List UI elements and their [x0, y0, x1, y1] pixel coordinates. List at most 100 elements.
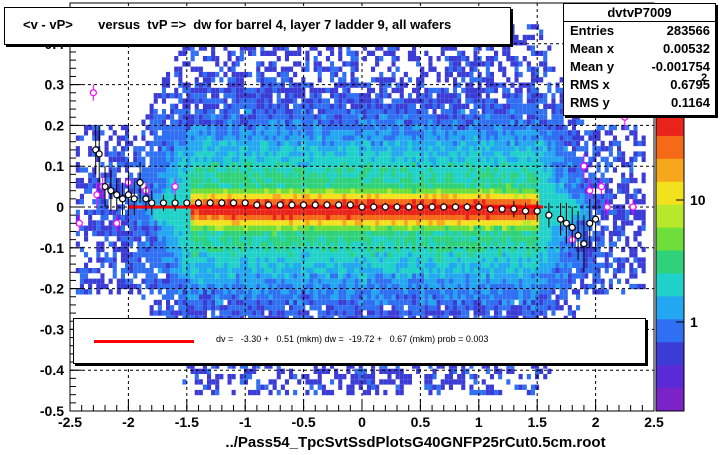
heatmap-cell [272, 124, 277, 131]
heatmap-cell [215, 172, 220, 178]
heatmap-cell [428, 93, 433, 99]
heatmap-cell [477, 252, 482, 258]
heatmap-cell [424, 146, 429, 152]
heatmap-cell [96, 289, 101, 295]
heatmap-cell [194, 167, 199, 173]
heatmap-cell [342, 193, 347, 200]
heatmap-cell [424, 379, 429, 385]
heatmap-cell [489, 257, 494, 263]
heatmap-cell [387, 66, 392, 72]
heatmap-cell [407, 130, 412, 136]
heatmap-cell [239, 278, 244, 284]
heatmap-cell [313, 172, 318, 178]
heatmap-cell [379, 363, 384, 369]
heatmap-cell [239, 77, 244, 83]
heatmap-cell [289, 93, 294, 99]
heatmap-cell [166, 305, 171, 311]
heatmap-cell [256, 220, 261, 226]
heatmap-cell [289, 98, 294, 104]
heatmap-cell [231, 230, 236, 237]
heatmap-cell [313, 45, 318, 51]
heatmap-cell [371, 379, 376, 385]
heatmap-cell [92, 199, 97, 205]
heatmap-cell [239, 283, 244, 290]
heatmap-cell [227, 109, 232, 115]
heatmap-cell [112, 215, 117, 221]
heatmap-cell [309, 103, 314, 109]
heatmap-cell [412, 103, 417, 109]
heatmap-cell [260, 151, 265, 157]
heatmap-cell [161, 246, 166, 253]
heatmap-cell [166, 162, 171, 168]
heatmap-cell [252, 257, 257, 263]
heatmap-cell [375, 273, 380, 279]
heatmap-cell [387, 268, 392, 274]
heatmap-cell [190, 209, 195, 215]
heatmap-cell [272, 310, 277, 316]
heatmap-cell [133, 283, 138, 290]
heatmap-cell [424, 225, 429, 231]
heatmap-cell [432, 368, 437, 374]
heatmap-cell [342, 140, 347, 147]
heatmap-cell [170, 140, 175, 147]
heatmap-cell [227, 140, 232, 147]
heatmap-cell [334, 146, 339, 152]
heatmap-cell [481, 268, 486, 274]
heatmap-cell [252, 162, 257, 168]
heatmap-cell [399, 230, 404, 237]
heatmap-cell [202, 384, 207, 390]
heatmap-cell [465, 215, 470, 221]
heatmap-cell [440, 193, 445, 200]
heatmap-cell [305, 66, 310, 72]
heatmap-cell [207, 167, 212, 173]
heatmap-cell [448, 124, 453, 131]
heatmap-cell [473, 135, 478, 141]
heatmap-cell [366, 389, 371, 396]
heatmap-cell [161, 130, 166, 136]
heatmap-cell [313, 87, 318, 94]
heatmap-cell [207, 188, 212, 194]
heatmap-cell [305, 61, 310, 67]
heatmap-cell [399, 257, 404, 263]
heatmap-cell [444, 236, 449, 242]
heatmap-cell [325, 368, 330, 374]
heatmap-cell [256, 209, 261, 215]
heatmap-cell [399, 93, 404, 99]
heatmap-cell [309, 87, 314, 94]
heatmap-cell [407, 246, 412, 253]
heatmap-cell [272, 130, 277, 136]
heatmap-cell [207, 172, 212, 178]
heatmap-cell [161, 156, 166, 162]
heatmap-cell [133, 146, 138, 152]
heatmap-cell [371, 135, 376, 141]
heatmap-cell [387, 162, 392, 168]
heatmap-cell [194, 215, 199, 221]
heatmap-cell [256, 252, 261, 258]
heatmap-cell [305, 183, 310, 189]
heatmap-cell [383, 119, 388, 125]
heatmap-cell [157, 156, 162, 162]
heatmap-cell [481, 278, 486, 284]
heatmap-cell [338, 268, 343, 274]
heatmap-cell [235, 87, 240, 94]
heatmap-cell [321, 98, 326, 104]
heatmap-cell [215, 384, 220, 390]
heatmap-cell [227, 130, 232, 136]
heatmap-cell [149, 241, 154, 247]
heatmap-cell [424, 119, 429, 125]
heatmap-cell [358, 124, 363, 131]
heatmap-cell [391, 188, 396, 194]
heatmap-cell [174, 283, 179, 290]
heatmap-cell [461, 283, 466, 290]
heatmap-cell [264, 177, 269, 184]
heatmap-cell [305, 119, 310, 125]
heatmap-cell [440, 119, 445, 125]
heatmap-cell [424, 114, 429, 120]
heatmap-cell [457, 93, 462, 99]
heatmap-cell [457, 56, 462, 62]
heatmap-cell [284, 278, 289, 284]
heatmap-cell [399, 87, 404, 94]
heatmap-cell [379, 130, 384, 136]
heatmap-cell [264, 305, 269, 311]
heatmap-cell [207, 215, 212, 221]
